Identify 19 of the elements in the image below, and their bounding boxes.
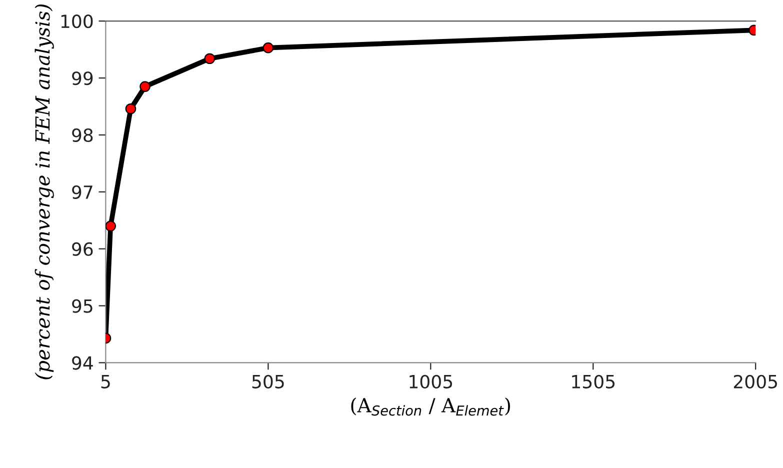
x-tick-label: 1505	[572, 374, 615, 388]
y-tick-label: 98	[72, 128, 93, 142]
y-tick-label: 94	[72, 356, 93, 370]
point	[106, 220, 116, 232]
x-axis-title: (A$_{Section}$ / A$_{Elemet}$)	[351, 398, 510, 416]
y-tick-label: 96	[72, 242, 93, 256]
y-tick-label: 95	[72, 299, 92, 313]
x-tick-label: 505	[252, 374, 284, 388]
x-tick-label: 5	[101, 375, 110, 388]
y-tick-label: 99	[72, 71, 93, 86]
x-tick-label: 1005	[410, 374, 452, 388]
point	[140, 81, 150, 92]
y-tick-label: 100	[61, 14, 93, 28]
y-axis-title: (percent of converge in FEM analysis)	[34, 4, 54, 380]
point	[262, 42, 274, 54]
point	[204, 53, 216, 64]
y-tick-label: 97	[72, 185, 92, 199]
point	[125, 103, 136, 114]
x-tick-label: 2005	[734, 374, 777, 388]
